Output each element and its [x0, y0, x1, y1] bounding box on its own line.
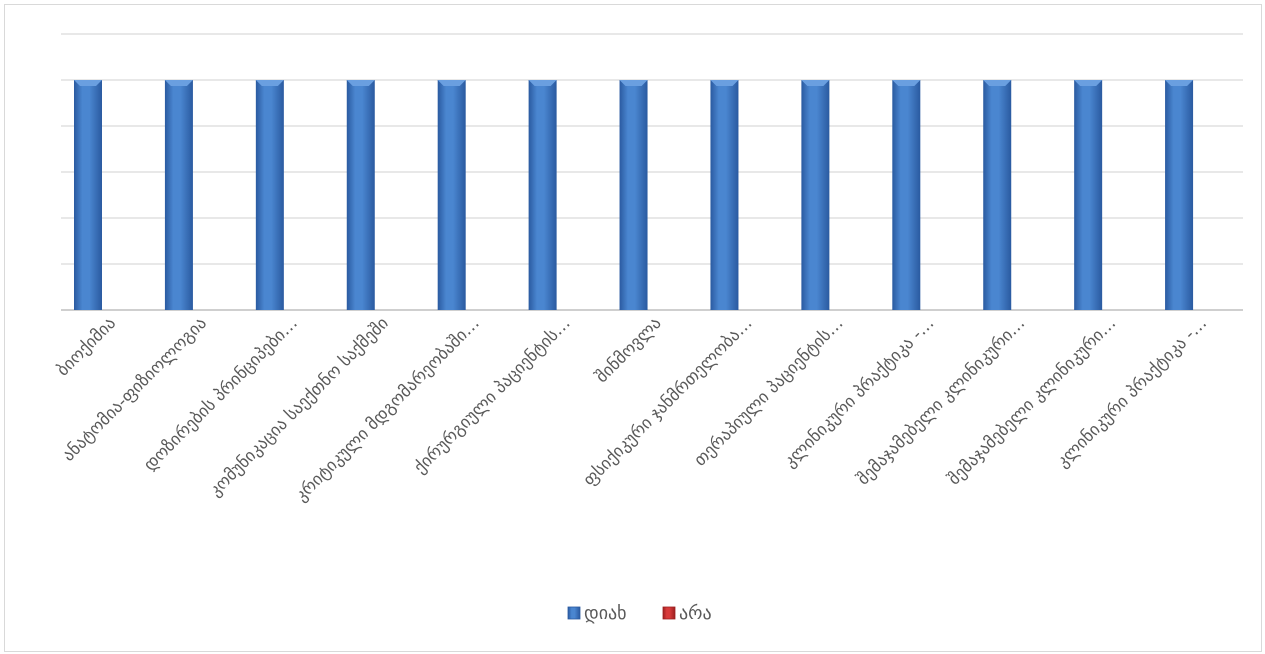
bar-cap — [74, 80, 102, 86]
category-label: კლინიკური პრაქტიკა -… — [1053, 313, 1211, 471]
bar-cap — [801, 80, 830, 86]
category-label: შემაჯამებელი კლინიკური… — [853, 313, 1029, 489]
category-label: დოზირების პრინციპები… — [140, 313, 302, 475]
bar-yes — [255, 80, 284, 310]
category-label: ანატომია-ფიზიოლოგია — [59, 313, 211, 465]
bar-yes — [528, 80, 557, 310]
bar-cap — [164, 80, 193, 86]
bar-yes — [801, 80, 830, 310]
legend-swatch-yes — [567, 606, 581, 620]
bar-yes — [892, 80, 921, 310]
bar-cap — [346, 80, 375, 86]
bar-yes — [710, 80, 739, 310]
bar-yes — [1074, 80, 1103, 310]
bar-cap — [437, 80, 466, 86]
bar-cap — [1074, 80, 1103, 86]
legend-swatch-no — [662, 606, 676, 620]
bar-yes — [164, 80, 193, 310]
bar-yes — [74, 80, 102, 310]
category-label: ბიოქიმია — [53, 313, 120, 380]
bar-cap — [528, 80, 557, 86]
category-label: ქირურგიული პაციენტის… — [410, 313, 574, 477]
category-label: ფსიქიკური ჯანმრთელობა… — [579, 313, 756, 490]
category-label: კრიტიკული მდგომარეობაში… — [291, 313, 483, 505]
category-label: კომუნიკაცია საექთნო საქმეში — [206, 313, 393, 500]
category-label: შემაჯამებელი კლინიკური… — [944, 313, 1120, 489]
bar-cap — [1165, 80, 1194, 86]
bar-yes — [437, 80, 466, 310]
category-label: თერაპიული პაციენტის… — [690, 313, 847, 470]
bar-yes — [1165, 80, 1194, 310]
bar-yes — [619, 80, 648, 310]
bar-cap — [619, 80, 648, 86]
bar-cap — [892, 80, 921, 86]
category-label: კლინიკური პრაქტიკა -… — [780, 313, 938, 471]
bar-cap — [710, 80, 739, 86]
bar-cap — [255, 80, 284, 86]
legend-label-yes: დიახ — [584, 603, 627, 624]
bar-yes — [346, 80, 375, 310]
category-label: შინმოვლა — [592, 313, 666, 387]
chart-area: ბიოქიმია ანატომია-ფიზიოლოგია დოზირების პრი… — [4, 4, 1262, 652]
bar-cap — [983, 80, 1012, 86]
bar-yes — [983, 80, 1012, 310]
legend-label-no: არა — [679, 603, 712, 624]
